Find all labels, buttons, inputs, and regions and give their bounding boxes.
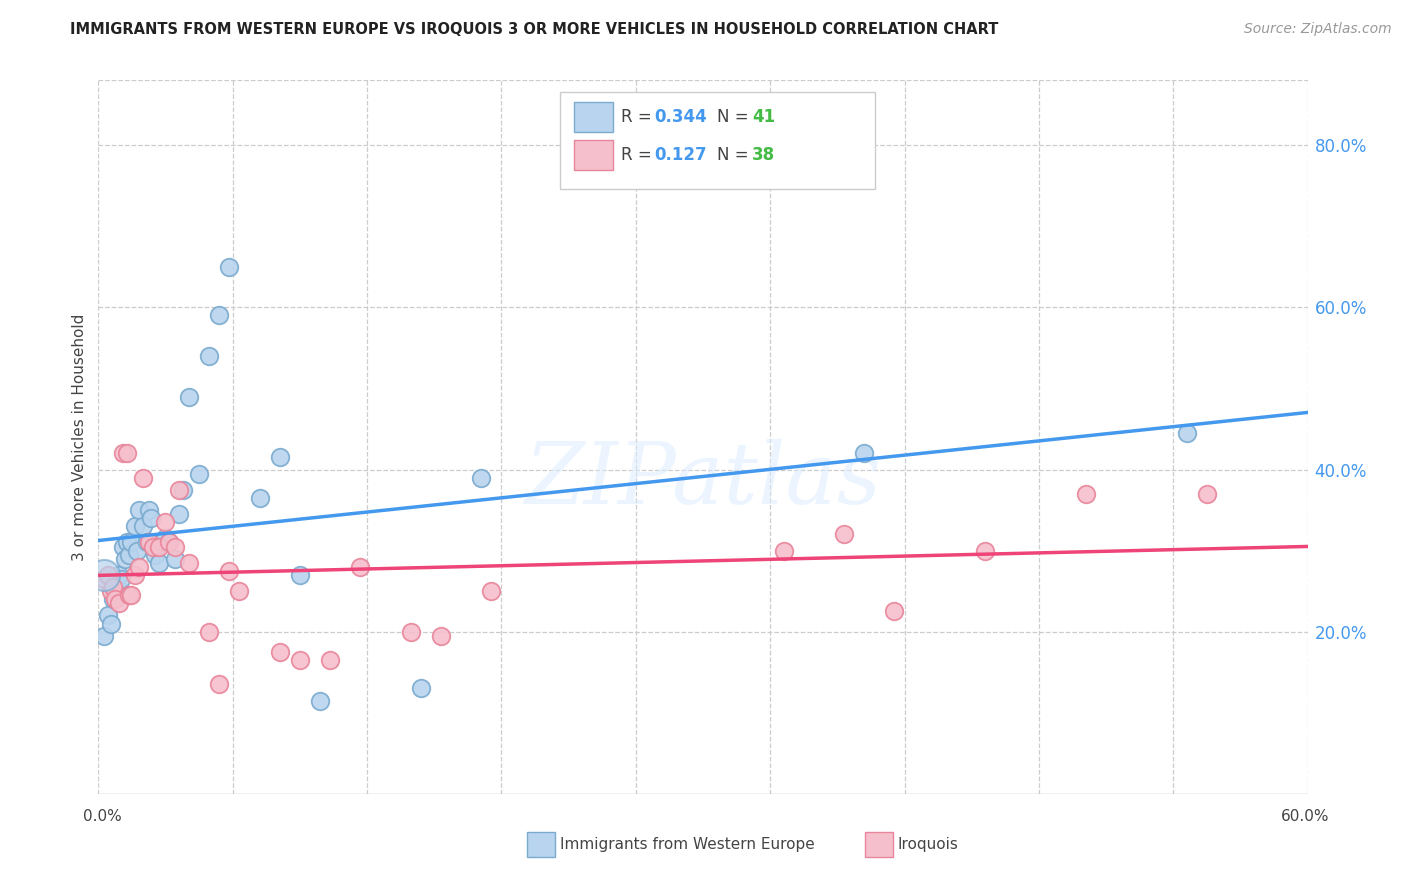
Point	[430, 629, 453, 643]
Point	[120, 588, 142, 602]
Point	[832, 527, 855, 541]
Text: N =: N =	[717, 108, 754, 126]
Point	[124, 568, 146, 582]
Text: 0.344: 0.344	[654, 108, 707, 126]
Point	[138, 503, 160, 517]
Text: Source: ZipAtlas.com: Source: ZipAtlas.com	[1244, 22, 1392, 37]
Point	[208, 309, 231, 323]
Point	[135, 535, 157, 549]
Point	[288, 653, 311, 667]
Point	[883, 604, 905, 618]
Point	[120, 535, 142, 549]
Point	[179, 556, 201, 570]
Point	[105, 580, 128, 594]
Point	[1195, 487, 1218, 501]
Point	[157, 535, 180, 549]
Point	[772, 543, 794, 558]
Point	[114, 551, 136, 566]
Point	[132, 470, 155, 484]
Text: 0.0%: 0.0%	[83, 809, 122, 823]
Point	[103, 592, 125, 607]
Point	[974, 543, 997, 558]
Text: N =: N =	[717, 146, 754, 164]
Text: 60.0%: 60.0%	[1281, 809, 1329, 823]
Point	[172, 483, 194, 497]
Point	[93, 572, 115, 586]
Point	[103, 584, 125, 599]
Point	[198, 624, 221, 639]
Point	[179, 390, 201, 404]
Point	[111, 540, 134, 554]
Point	[107, 596, 129, 610]
Point	[198, 349, 221, 363]
Text: ZIPatlas: ZIPatlas	[524, 439, 882, 521]
Point	[93, 568, 115, 582]
Point	[218, 260, 240, 274]
Point	[101, 592, 124, 607]
Point	[128, 559, 150, 574]
Point	[110, 572, 132, 586]
Point	[1074, 487, 1097, 501]
Point	[163, 551, 186, 566]
Point	[139, 511, 162, 525]
Text: R =: R =	[621, 146, 658, 164]
Point	[481, 584, 503, 599]
Point	[399, 624, 422, 639]
Point	[228, 584, 250, 599]
Point	[157, 535, 180, 549]
Point	[153, 515, 176, 529]
Point	[97, 608, 120, 623]
Text: Iroquois: Iroquois	[897, 838, 957, 852]
Point	[125, 543, 148, 558]
Point	[288, 568, 311, 582]
Point	[118, 548, 141, 562]
Point	[152, 535, 174, 549]
Point	[309, 693, 332, 707]
Point	[269, 645, 291, 659]
Point	[97, 568, 120, 582]
Point	[319, 653, 342, 667]
Point	[188, 467, 211, 481]
Point	[128, 503, 150, 517]
Point	[93, 629, 115, 643]
Point	[142, 540, 165, 554]
Text: IMMIGRANTS FROM WESTERN EUROPE VS IROQUOIS 3 OR MORE VEHICLES IN HOUSEHOLD CORRE: IMMIGRANTS FROM WESTERN EUROPE VS IROQUO…	[70, 22, 998, 37]
Point	[470, 470, 492, 484]
Text: 0.127: 0.127	[654, 146, 706, 164]
Point	[124, 519, 146, 533]
Point	[100, 584, 122, 599]
Point	[148, 540, 170, 554]
Point	[138, 535, 160, 549]
Text: 38: 38	[752, 146, 775, 164]
Point	[143, 548, 166, 562]
Point	[107, 568, 129, 582]
Point	[118, 588, 141, 602]
Y-axis label: 3 or more Vehicles in Household: 3 or more Vehicles in Household	[72, 313, 87, 561]
Point	[269, 450, 291, 465]
Point	[349, 559, 371, 574]
Point	[115, 535, 138, 549]
Point	[153, 532, 176, 546]
Point	[163, 540, 186, 554]
Point	[101, 580, 124, 594]
Point	[148, 556, 170, 570]
Point	[115, 446, 138, 460]
Point	[100, 616, 122, 631]
Text: Immigrants from Western Europe: Immigrants from Western Europe	[560, 838, 814, 852]
Point	[249, 491, 271, 505]
Point	[409, 681, 432, 696]
Point	[132, 519, 155, 533]
Point	[208, 677, 231, 691]
Point	[1175, 425, 1198, 440]
Text: 41: 41	[752, 108, 775, 126]
Point	[167, 483, 190, 497]
Point	[853, 446, 876, 460]
Point	[218, 564, 240, 578]
Point	[167, 507, 190, 521]
Point	[111, 446, 134, 460]
Text: R =: R =	[621, 108, 658, 126]
